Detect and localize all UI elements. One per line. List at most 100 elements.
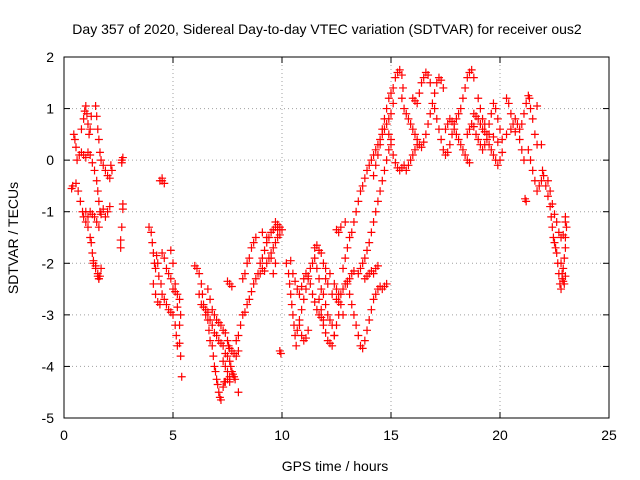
data-point [236,321,245,330]
data-point [81,153,90,162]
data-point [158,176,167,185]
data-point [511,114,520,123]
data-point [419,138,428,147]
data-point [387,89,395,98]
data-point [461,83,470,92]
data-point [77,125,86,134]
data-point [410,130,419,139]
data-point [210,362,219,371]
data-point [286,290,295,299]
data-point [493,138,502,147]
data-point [86,125,95,134]
data-point [157,279,166,288]
data-point [247,243,256,252]
data-point [249,279,258,288]
data-point [260,246,269,255]
data-point [371,207,380,216]
data-point [504,99,513,108]
data-point [312,264,321,273]
x-tick-label: 15 [383,427,399,443]
data-point [413,135,422,144]
data-point [240,308,249,317]
data-point [548,223,557,232]
data-point [175,295,184,304]
data-point [485,130,494,139]
data-point [384,145,393,154]
data-point [437,135,446,144]
data-point [502,130,511,139]
data-point [517,120,526,129]
data-point [162,264,171,273]
data-point [430,89,439,98]
data-point [209,352,218,361]
data-point [225,377,234,386]
x-tick-label: 20 [492,427,508,443]
data-point [413,99,422,108]
data-point [417,143,426,152]
y-tick-label: -5 [42,410,55,426]
data-point [107,166,116,175]
data-point [384,130,393,139]
data-point [323,310,332,319]
data-point [526,156,535,165]
data-point [506,109,515,118]
data-point [373,197,382,206]
data-point [192,264,201,273]
data-point [454,109,463,118]
data-point [208,305,217,314]
data-point [301,285,310,294]
data-point [404,161,413,170]
data-point [400,104,409,113]
data-point [269,269,278,278]
data-point [373,261,382,270]
data-point [245,254,254,263]
data-point [251,274,260,283]
data-point [203,285,212,294]
data-point [301,334,310,343]
data-point [528,166,537,175]
data-point [415,89,424,98]
data-point [88,248,97,257]
data-point [441,125,450,134]
data-point [371,145,380,154]
data-point [285,279,294,288]
data-point [79,114,88,123]
data-point [515,125,524,134]
data-point [424,71,433,80]
data-point [345,233,354,242]
data-point [231,375,240,384]
data-point [219,383,228,392]
data-point [559,230,568,239]
data-point [341,254,350,263]
data-point [387,109,395,118]
data-point [511,127,520,136]
data-point [360,254,369,263]
data-point [81,218,90,227]
data-point [83,223,92,232]
data-point [557,285,566,294]
data-point [73,156,82,165]
data-point [260,267,269,276]
x-axis-label: GPS time / hours [282,458,389,474]
data-point [94,197,103,206]
data-point [152,251,161,260]
data-point [539,171,548,180]
data-point [247,287,256,296]
data-point [402,109,411,118]
data-point [83,120,92,129]
data-point [489,150,498,159]
data-point [223,367,232,376]
data-point [101,212,110,221]
data-point [347,300,356,309]
data-point [437,76,446,85]
data-point [363,246,372,255]
data-point [171,279,180,288]
data-point [310,297,319,306]
data-point [522,99,531,108]
plot-frame [63,56,610,419]
data-point [249,238,258,247]
data-point [533,187,542,196]
data-point [537,140,546,149]
data-point [491,104,500,113]
